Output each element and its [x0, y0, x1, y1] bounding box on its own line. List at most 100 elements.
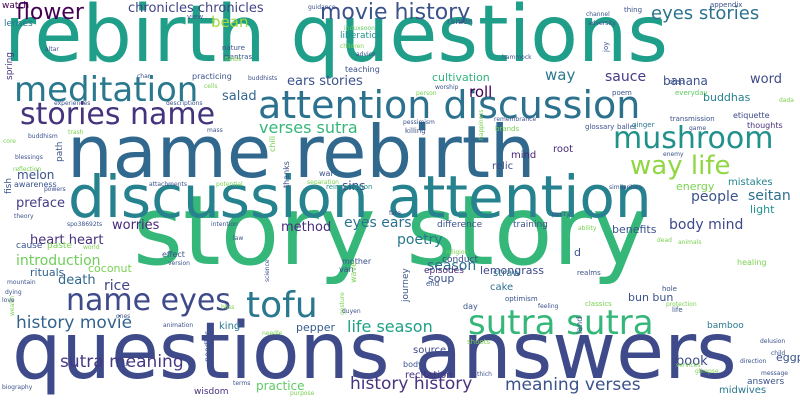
word: life	[672, 306, 683, 314]
word: etiquette	[733, 111, 770, 120]
word: eyes ears	[344, 215, 412, 231]
word: science	[264, 259, 271, 282]
word: worries	[112, 218, 160, 233]
word: terms	[233, 380, 251, 387]
word: cells	[204, 83, 218, 90]
word: seitan	[748, 188, 791, 204]
word: land	[575, 316, 584, 334]
word: child	[771, 350, 786, 357]
word: sutra sutra	[468, 303, 654, 343]
word: services	[676, 362, 701, 369]
word: classics	[585, 300, 612, 308]
word: nature	[222, 44, 245, 52]
word: happiness	[478, 109, 485, 140]
word: purity	[552, 211, 570, 218]
word: effect	[162, 250, 185, 259]
word: day	[463, 302, 478, 311]
word: season	[427, 258, 477, 274]
word: rituals	[30, 266, 65, 279]
word: dead	[657, 237, 672, 244]
word: practice	[256, 379, 305, 393]
word: buddhas	[703, 91, 751, 104]
word: person	[416, 90, 437, 97]
word: optimism	[505, 295, 538, 303]
word: salad	[222, 89, 257, 104]
word: duyen	[342, 308, 361, 315]
word: ears stories	[287, 74, 363, 89]
word: teaching	[345, 65, 380, 74]
word: separation	[307, 179, 339, 186]
word: realms	[577, 269, 601, 277]
word: preface	[16, 196, 65, 211]
word: recitation	[405, 370, 453, 381]
word: cake	[490, 282, 514, 293]
word: thing	[624, 6, 643, 14]
word: dying	[5, 289, 22, 296]
word: eyes stories	[651, 3, 760, 24]
word: soup	[428, 272, 455, 285]
word: movie history	[320, 0, 471, 25]
word: mistakes	[728, 177, 773, 188]
word: verses sutra	[259, 118, 358, 137]
word: biography	[2, 384, 33, 391]
word: transmission	[670, 115, 715, 123]
word: cause	[16, 241, 43, 251]
word: sutra meaning	[60, 352, 184, 372]
word: glossary	[585, 123, 615, 131]
word: joy	[602, 41, 610, 52]
word: everyday	[675, 89, 708, 97]
word: ramen	[447, 17, 473, 26]
word: way	[545, 66, 576, 84]
word: mother	[342, 257, 372, 266]
word: van	[339, 265, 354, 274]
word: chili	[268, 135, 277, 152]
word: needle	[262, 330, 283, 337]
word: book	[676, 354, 708, 369]
word: energy	[676, 180, 715, 193]
word: glimpse	[695, 368, 719, 375]
word: lemongrass	[480, 264, 544, 277]
word: poem	[612, 89, 632, 97]
word: view	[187, 13, 204, 21]
word: name eyes	[66, 283, 231, 318]
word: remembrance	[494, 116, 537, 123]
word: adversity	[588, 20, 616, 27]
word: training	[513, 220, 548, 230]
word: fate	[389, 210, 401, 217]
word: story story	[133, 175, 649, 287]
word: bliss	[221, 304, 235, 311]
word: introduction	[16, 253, 101, 269]
word: world	[83, 244, 100, 251]
word: noodles	[203, 330, 212, 362]
word: name rebirth	[67, 110, 536, 194]
word: spo38692ts	[67, 221, 103, 228]
word: thich	[477, 371, 492, 378]
word: life season	[347, 317, 433, 336]
word: pessimism	[403, 119, 435, 126]
word: wave	[349, 261, 358, 283]
word: induxsoon	[344, 25, 375, 32]
word: pepper	[296, 321, 336, 334]
word: meaning verses	[505, 375, 641, 395]
word: law	[233, 235, 244, 242]
word: reincarnation	[326, 183, 373, 191]
word: direction	[740, 358, 767, 365]
word: potential	[216, 181, 243, 188]
word: fields	[225, 56, 242, 63]
word: ability	[578, 225, 597, 232]
word: answers	[747, 377, 785, 387]
word: brands	[495, 125, 520, 133]
word: mountain	[7, 279, 36, 286]
word: appendix	[710, 1, 743, 9]
word: episodes	[424, 266, 464, 276]
word: practicing	[192, 72, 232, 81]
word: children	[340, 43, 365, 50]
word: banana	[663, 74, 708, 88]
word: relic	[492, 161, 514, 172]
word: core	[3, 138, 16, 145]
word: worship	[435, 84, 459, 91]
word: melon	[17, 168, 55, 182]
word: bun bun	[628, 291, 674, 304]
word: thanks	[282, 161, 291, 188]
word: char	[137, 73, 151, 80]
